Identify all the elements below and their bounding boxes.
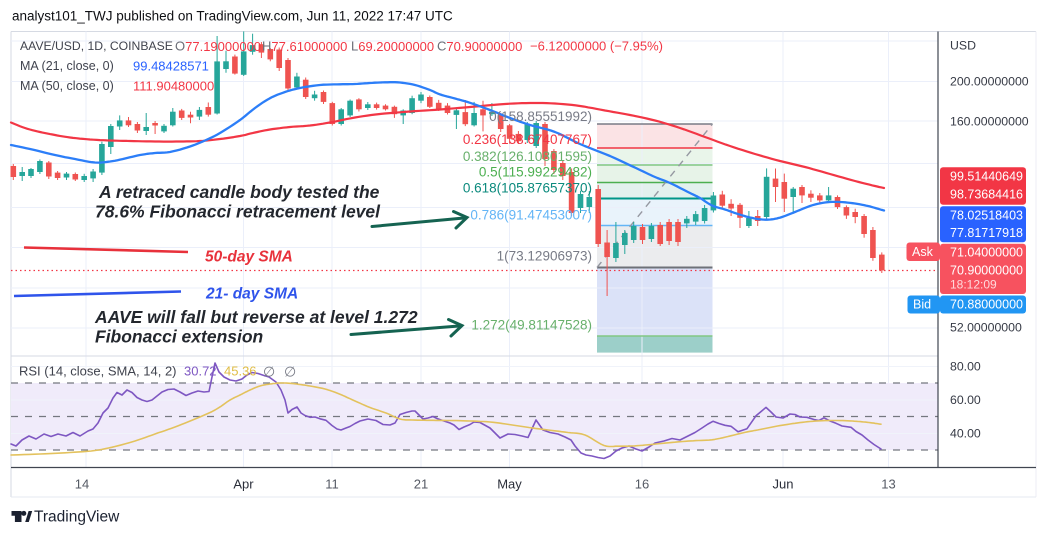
svg-text:21: 21 — [414, 477, 428, 492]
svg-text:70.88000000: 70.88000000 — [950, 298, 1023, 312]
svg-text:0.236(138.67407767): 0.236(138.67407767) — [463, 132, 592, 147]
svg-text:Bid: Bid — [913, 298, 931, 312]
svg-text:RSI (14, close, SMA, 14, 2): RSI (14, close, SMA, 14, 2) — [19, 364, 177, 379]
svg-text:0.786(91.47453007): 0.786(91.47453007) — [470, 208, 592, 223]
svg-text:C70.90000000: C70.90000000 — [437, 39, 522, 54]
svg-text:0.618(105.87657370): 0.618(105.87657370) — [463, 181, 592, 196]
svg-text:45.36: 45.36 — [224, 364, 257, 379]
svg-text:1.272(49.81147528): 1.272(49.81147528) — [471, 318, 592, 333]
svg-text:18:12:09: 18:12:09 — [950, 278, 997, 292]
svg-text:A retraced candle body tested: A retraced candle body tested the — [98, 182, 380, 202]
svg-text:77.81717918: 77.81717918 — [950, 226, 1023, 240]
svg-text:analyst101_TWJ published on Tr: analyst101_TWJ published on TradingView.… — [12, 9, 453, 24]
svg-text:78.6% Fibonacci retracement le: 78.6% Fibonacci retracement level — [95, 202, 381, 222]
svg-text:∅: ∅ — [263, 364, 275, 380]
svg-text:L69.20000000: L69.20000000 — [351, 39, 434, 54]
svg-text:80.00: 80.00 — [950, 360, 981, 374]
svg-text:USD: USD — [950, 39, 976, 53]
svg-text:13: 13 — [881, 477, 895, 492]
svg-text:Jun: Jun — [773, 477, 794, 492]
svg-text:16: 16 — [635, 477, 649, 492]
svg-text:78.02518403: 78.02518403 — [950, 209, 1023, 223]
svg-text:98.73684416: 98.73684416 — [950, 187, 1023, 201]
svg-text:Ask: Ask — [912, 245, 934, 259]
svg-text:200.00000000: 200.00000000 — [950, 75, 1029, 89]
svg-text:111.90480000: 111.90480000 — [133, 79, 214, 94]
svg-text:Apr: Apr — [233, 477, 254, 492]
svg-text:14: 14 — [75, 477, 89, 492]
svg-text:21- day SMA: 21- day SMA — [205, 286, 298, 303]
svg-text:99.48428571: 99.48428571 — [133, 59, 209, 74]
svg-text:70.90000000: 70.90000000 — [950, 264, 1023, 278]
svg-text:1(73.12906973): 1(73.12906973) — [497, 249, 592, 264]
svg-text:AAVE/USD, 1D, COINBASE: AAVE/USD, 1D, COINBASE — [20, 39, 173, 53]
svg-text:60.00: 60.00 — [950, 393, 981, 407]
svg-text:MA (50, close, 0): MA (50, close, 0) — [20, 79, 114, 93]
svg-text:−6.12000000 (−7.95%): −6.12000000 (−7.95%) — [530, 39, 663, 54]
svg-text:AAVE will fall but reverse at: AAVE will fall but reverse at level 1.27… — [94, 307, 418, 327]
svg-text:11: 11 — [325, 477, 339, 492]
svg-text:∅: ∅ — [284, 364, 296, 380]
svg-text:MA (21, close, 0): MA (21, close, 0) — [20, 59, 114, 73]
svg-text:0.5(115.99229482): 0.5(115.99229482) — [479, 165, 592, 180]
svg-text:160.00000000: 160.00000000 — [950, 115, 1029, 129]
svg-text:30.72: 30.72 — [184, 364, 217, 379]
svg-text:0(158.85551992): 0(158.85551992) — [489, 109, 592, 124]
svg-text:0.382(126.10801595): 0.382(126.10801595) — [463, 149, 592, 164]
svg-text:99.51440649: 99.51440649 — [950, 170, 1023, 184]
svg-text:Fibonacci extension: Fibonacci extension — [95, 327, 263, 347]
svg-text:52.00000000: 52.00000000 — [950, 321, 1022, 335]
svg-text:May: May — [497, 477, 522, 492]
svg-text:50-day SMA: 50-day SMA — [205, 249, 293, 266]
svg-text:71.04000000: 71.04000000 — [950, 245, 1023, 259]
svg-text:40.00: 40.00 — [950, 427, 981, 441]
svg-text:TradingView: TradingView — [34, 509, 120, 526]
svg-text:H77.61000000: H77.61000000 — [262, 39, 347, 54]
svg-text:O77.19000000: O77.19000000 — [175, 39, 261, 54]
